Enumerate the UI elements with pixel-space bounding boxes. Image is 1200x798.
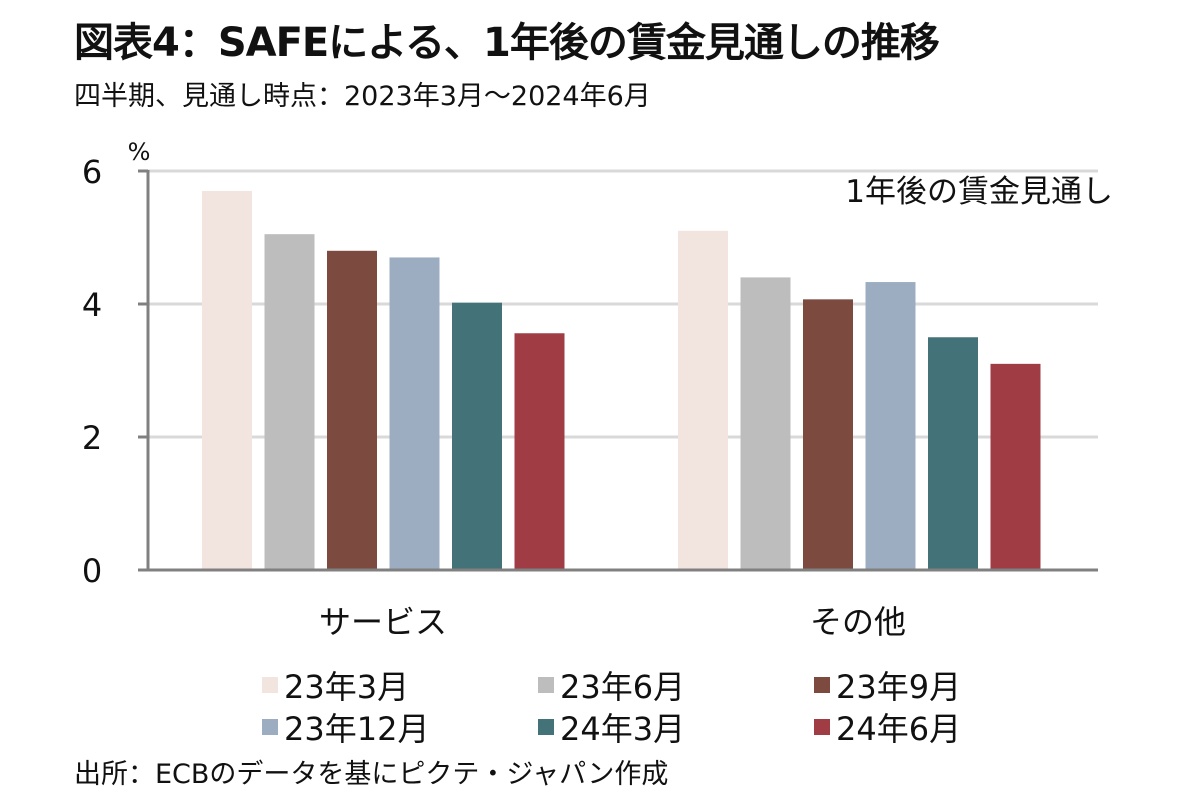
legend-label: 24年6月: [836, 710, 962, 748]
bar-service-2: [327, 250, 377, 571]
legend-item: 23年3月: [262, 662, 409, 708]
bar-service-1: [264, 234, 315, 571]
legend-label: 23年3月: [284, 668, 410, 706]
category-label: サービス: [319, 603, 447, 641]
y-tick-label: 2: [82, 419, 102, 457]
bars: [202, 190, 1041, 571]
y-tick-label: 0: [82, 552, 102, 590]
legend-item: 23年12月: [262, 704, 429, 750]
y-tick-label: 6: [82, 153, 102, 191]
bar-other-4: [928, 337, 978, 570]
category-label: その他: [810, 603, 906, 641]
bar-other-2: [803, 299, 853, 570]
chart-subtitle: 四半期、見通し時点：2023年3月～2024年6月: [74, 81, 651, 112]
legend-item: 24年3月: [538, 704, 685, 750]
legend-item: 23年9月: [814, 662, 961, 708]
legend-item: 23年6月: [538, 662, 685, 708]
legend-label: 24年3月: [560, 710, 686, 748]
bar-other-3: [865, 282, 916, 570]
source-note: 出所：ECBのデータを基にピクテ・ジャパン作成: [74, 759, 669, 790]
legend-label: 23年9月: [836, 668, 962, 706]
bar-other-0: [678, 230, 728, 570]
legend-swatch: [538, 719, 554, 735]
legend-item: 24年6月: [814, 704, 961, 750]
legend-swatch: [538, 677, 554, 693]
y-tick-label: 4: [82, 286, 102, 324]
bar-other-5: [990, 363, 1041, 570]
y-tick-labels: 0 2 4 6: [82, 153, 102, 590]
axes: [138, 169, 1098, 572]
legend-swatch: [262, 719, 278, 735]
legend-swatch: [814, 677, 830, 693]
bar-other-1: [740, 277, 791, 570]
bar-service-0: [202, 190, 252, 570]
legend-swatch: [262, 677, 278, 693]
chart-annotation: 1年後の賃金見通し: [845, 174, 1113, 210]
legend-label: 23年12月: [284, 710, 430, 748]
legend-label: 23年6月: [560, 668, 686, 706]
legend-swatch: [814, 719, 830, 735]
bar-service-3: [389, 257, 440, 570]
bar-service-5: [514, 333, 565, 570]
bar-service-4: [452, 302, 502, 570]
category-labels: サービス その他: [319, 603, 906, 641]
chart-title: 図表4：SAFEによる、1年後の賃金見通しの推移: [74, 20, 940, 66]
y-axis-unit-label: %: [128, 138, 151, 166]
